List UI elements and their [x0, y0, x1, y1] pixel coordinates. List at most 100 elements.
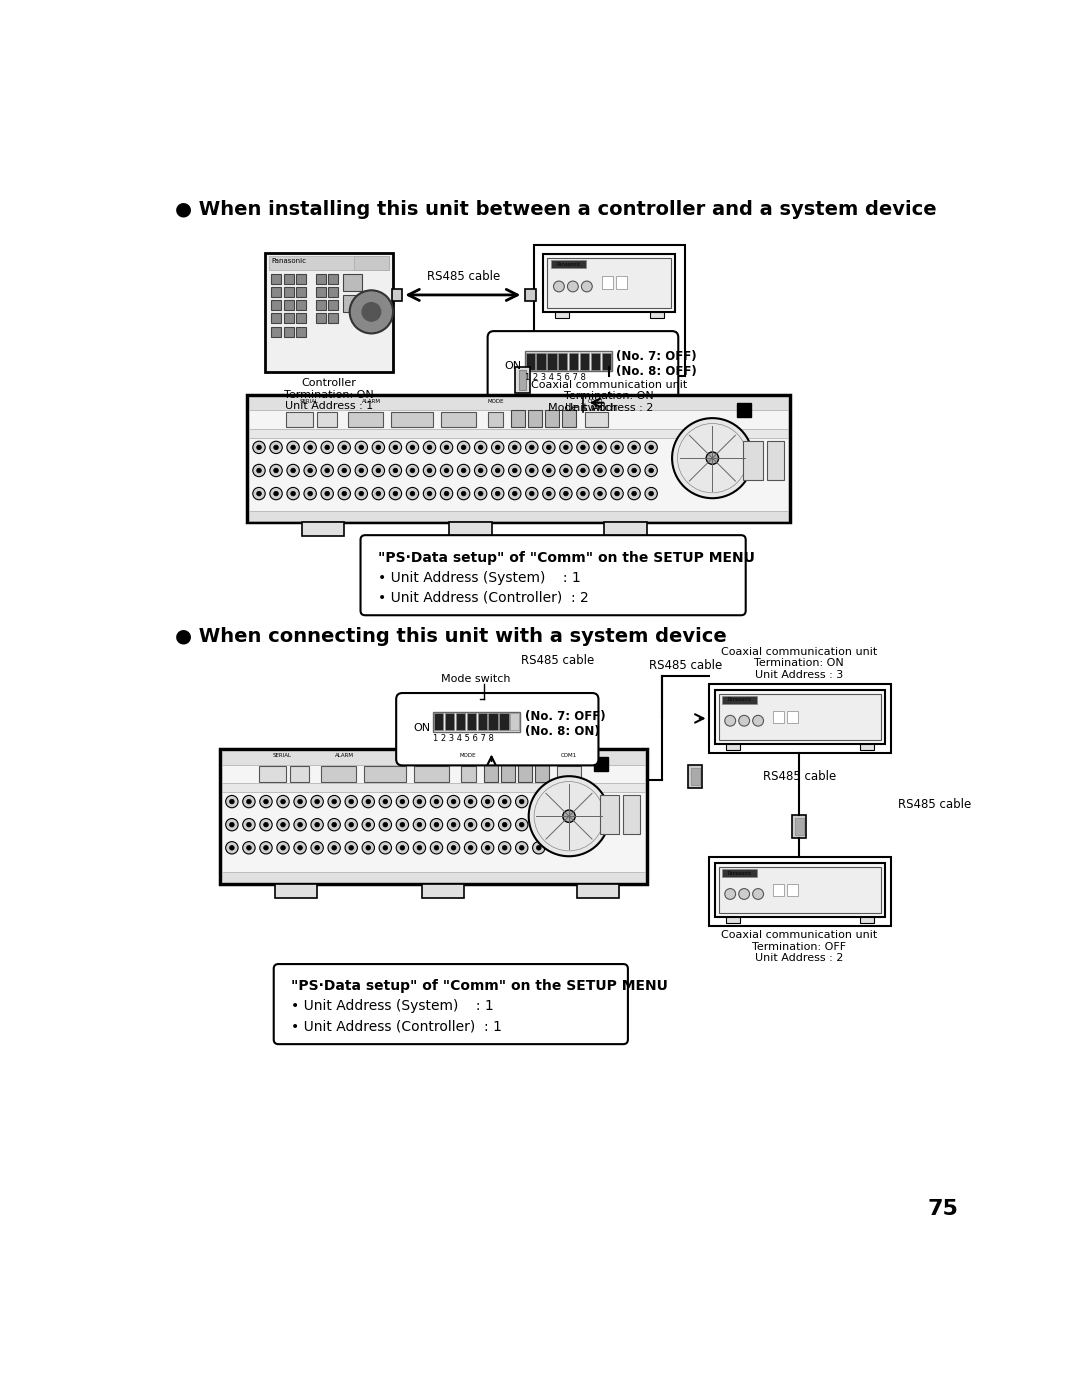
Bar	[649, 312, 663, 318]
Circle shape	[281, 845, 285, 851]
Circle shape	[226, 818, 238, 831]
Circle shape	[739, 888, 750, 900]
Circle shape	[461, 491, 465, 495]
Circle shape	[502, 799, 507, 804]
Text: "PS·Data setup" of "Comm" on the SETUP MENU: "PS·Data setup" of "Comm" on the SETUP M…	[291, 979, 667, 993]
Text: Panasonic: Panasonic	[727, 698, 752, 702]
Circle shape	[379, 842, 392, 853]
Text: • Unit Address (System)    : 1: • Unit Address (System) : 1	[378, 571, 580, 585]
Circle shape	[332, 823, 337, 827]
Circle shape	[294, 818, 307, 831]
Circle shape	[496, 445, 500, 449]
Circle shape	[264, 823, 268, 827]
Circle shape	[502, 845, 507, 851]
Circle shape	[532, 796, 545, 807]
Circle shape	[512, 445, 517, 449]
Circle shape	[308, 491, 312, 495]
Circle shape	[526, 487, 538, 499]
Circle shape	[260, 842, 272, 853]
Bar	[708, 858, 891, 926]
Text: MODE: MODE	[487, 399, 503, 404]
Circle shape	[376, 491, 380, 495]
Circle shape	[287, 487, 299, 499]
Bar	[501, 765, 515, 782]
Text: SERIAL: SERIAL	[300, 399, 319, 404]
Circle shape	[400, 845, 405, 851]
Text: COM1: COM1	[589, 399, 604, 404]
Circle shape	[389, 464, 402, 477]
Circle shape	[529, 469, 535, 473]
Bar	[284, 301, 294, 311]
Circle shape	[434, 823, 438, 827]
Bar	[296, 301, 307, 311]
Circle shape	[414, 796, 426, 807]
Circle shape	[345, 818, 357, 831]
Circle shape	[645, 464, 658, 477]
Circle shape	[230, 845, 234, 851]
Circle shape	[753, 888, 764, 900]
Circle shape	[469, 845, 473, 851]
Bar	[321, 767, 356, 782]
Circle shape	[458, 464, 470, 477]
FancyBboxPatch shape	[273, 964, 627, 1044]
Circle shape	[349, 823, 353, 827]
Circle shape	[594, 441, 606, 453]
Bar	[526, 353, 535, 369]
Bar	[528, 410, 542, 427]
Circle shape	[577, 441, 590, 453]
Bar	[318, 411, 337, 427]
FancyBboxPatch shape	[361, 536, 745, 616]
Circle shape	[332, 845, 337, 851]
Circle shape	[338, 487, 350, 499]
Circle shape	[649, 445, 653, 449]
Bar	[860, 918, 874, 923]
Circle shape	[645, 441, 658, 453]
Bar	[414, 767, 449, 782]
Circle shape	[226, 796, 238, 807]
Bar	[449, 522, 491, 536]
Circle shape	[451, 845, 456, 851]
Circle shape	[260, 818, 272, 831]
Circle shape	[410, 469, 415, 473]
Bar	[271, 287, 282, 297]
Circle shape	[447, 842, 460, 853]
Circle shape	[342, 469, 347, 473]
Circle shape	[482, 796, 494, 807]
Circle shape	[499, 842, 511, 853]
Bar	[348, 411, 383, 427]
Bar	[548, 353, 556, 369]
Circle shape	[396, 842, 408, 853]
Circle shape	[581, 491, 585, 495]
Circle shape	[328, 796, 340, 807]
Circle shape	[311, 796, 323, 807]
Circle shape	[359, 445, 364, 449]
Circle shape	[444, 469, 449, 473]
Bar	[718, 867, 881, 914]
Circle shape	[303, 464, 316, 477]
Circle shape	[753, 715, 764, 726]
Circle shape	[482, 818, 494, 831]
Circle shape	[276, 842, 289, 853]
Bar	[433, 712, 521, 732]
Circle shape	[294, 842, 307, 853]
Bar	[422, 884, 464, 898]
Circle shape	[581, 469, 585, 473]
Bar	[623, 796, 640, 834]
Circle shape	[526, 464, 538, 477]
Bar	[708, 684, 891, 753]
Bar	[551, 260, 586, 269]
Bar	[315, 274, 326, 284]
Circle shape	[559, 464, 572, 477]
Bar	[296, 313, 307, 323]
Circle shape	[281, 799, 285, 804]
Circle shape	[529, 491, 535, 495]
Bar	[499, 713, 509, 730]
Circle shape	[362, 796, 375, 807]
Circle shape	[469, 799, 473, 804]
Circle shape	[393, 469, 397, 473]
Circle shape	[325, 445, 329, 449]
Circle shape	[515, 796, 528, 807]
Circle shape	[632, 491, 636, 495]
Text: ALARM: ALARM	[362, 399, 381, 404]
Bar	[793, 814, 806, 838]
